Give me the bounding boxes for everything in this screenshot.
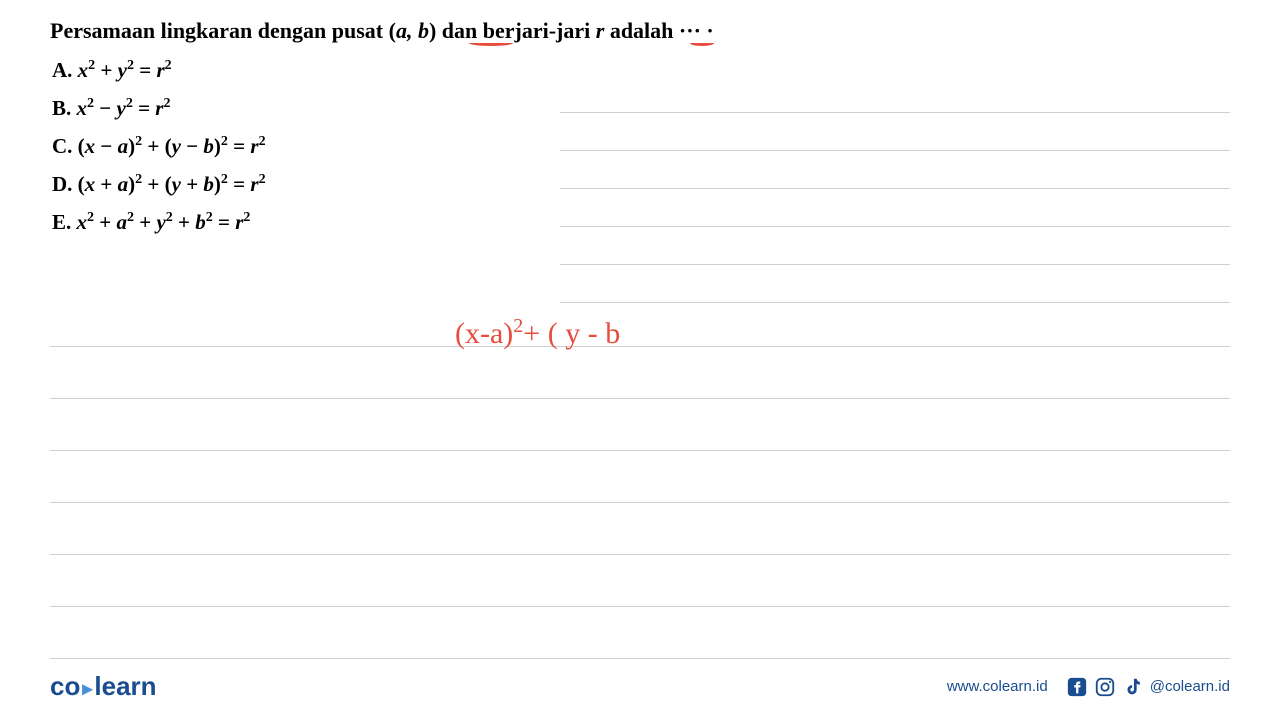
ruled-line: [560, 75, 1230, 113]
ruled-line: [560, 227, 1230, 265]
ruled-line: [50, 451, 1230, 503]
option-b-eq: x2 − y2 = r2: [77, 96, 171, 120]
option-e-label: E.: [52, 210, 71, 234]
footer: co▸learn www.colearn.id @colearn.id: [50, 671, 1230, 702]
question-before: Persamaan lingkaran dengan pusat (: [50, 18, 396, 43]
option-b-label: B.: [52, 96, 71, 120]
tiktok-icon: [1122, 676, 1144, 698]
question-text: Persamaan lingkaran dengan pusat (a, b) …: [50, 18, 1230, 44]
option-c-eq: (x − a)2 + (y − b)2 = r2: [78, 134, 266, 158]
question-var-ab: a, b: [396, 18, 429, 43]
logo-dot-icon: ▸: [82, 678, 92, 700]
ruled-line: [50, 555, 1230, 607]
ruled-line: [50, 295, 1230, 347]
ruled-line: [560, 151, 1230, 189]
right-lined-area: [560, 75, 1230, 303]
underline-ab-mark: [469, 40, 513, 46]
ruled-line: [50, 503, 1230, 555]
full-lined-area: [50, 295, 1230, 659]
ruled-line: [50, 399, 1230, 451]
ruled-line: [50, 607, 1230, 659]
ruled-line: [50, 347, 1230, 399]
option-d-eq: (x + a)2 + (y + b)2 = r2: [78, 172, 266, 196]
facebook-icon: [1066, 676, 1088, 698]
ruled-line: [560, 189, 1230, 227]
option-d-label: D.: [52, 172, 72, 196]
instagram-icon: [1094, 676, 1116, 698]
footer-right: www.colearn.id @colearn.id: [947, 676, 1230, 698]
option-a-eq: x2 + y2 = r2: [78, 58, 172, 82]
ruled-line: [560, 113, 1230, 151]
logo-learn: learn: [94, 671, 156, 701]
underline-r-mark: [690, 40, 714, 46]
option-e-eq: x2 + a2 + y2 + b2 = r2: [77, 210, 251, 234]
handwritten-answer: (x-a)2+ ( y - b: [455, 315, 620, 351]
website-text: www.colearn.id: [947, 678, 1048, 695]
option-c-label: C.: [52, 134, 72, 158]
option-a-label: A.: [52, 58, 72, 82]
social-icons: @colearn.id: [1066, 676, 1230, 698]
colearn-logo: co▸learn: [50, 671, 157, 702]
logo-co: co: [50, 671, 80, 701]
social-handle: @colearn.id: [1150, 678, 1230, 695]
